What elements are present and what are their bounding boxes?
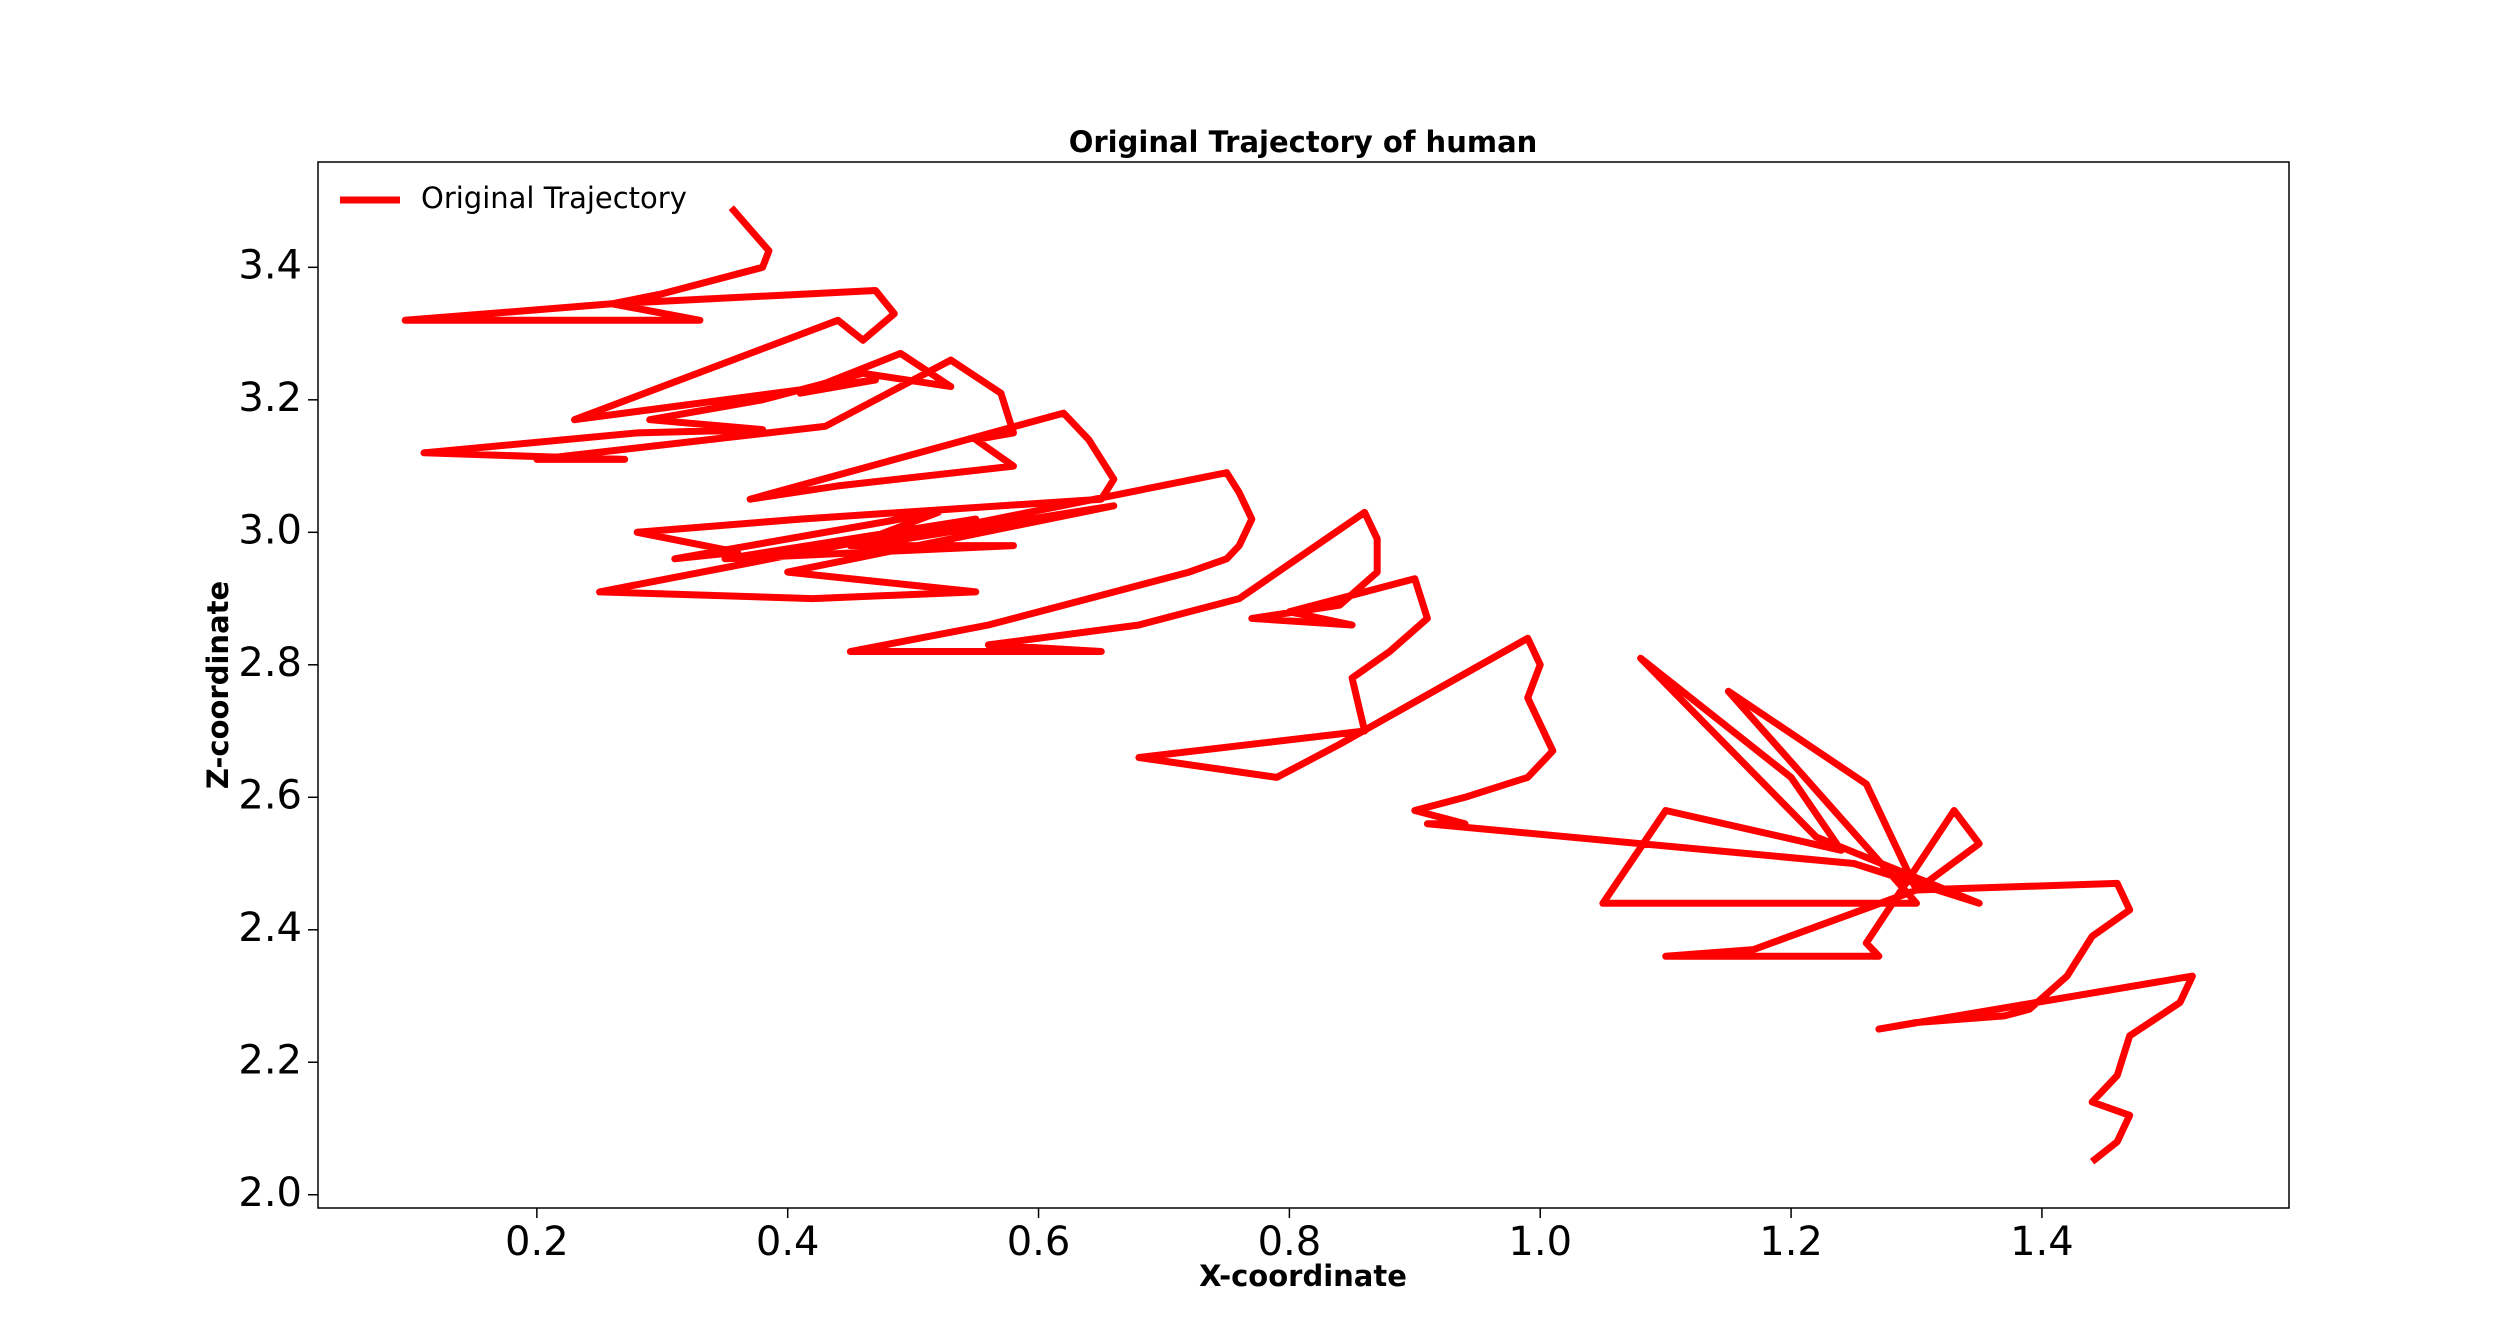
y-tick-label: 2.6 bbox=[238, 772, 302, 818]
y-tick-label: 3.2 bbox=[238, 375, 302, 421]
legend-label: Original Trajectory bbox=[421, 181, 687, 215]
chart-title: Original Trajectory of human bbox=[1069, 125, 1538, 159]
x-tick-label: 1.0 bbox=[1508, 1219, 1572, 1265]
y-tick-label: 2.0 bbox=[238, 1170, 302, 1216]
x-tick-label: 0.2 bbox=[505, 1219, 569, 1265]
x-tick-label: 0.8 bbox=[1258, 1219, 1322, 1265]
y-tick-label: 3.0 bbox=[238, 507, 302, 553]
x-tick-label: 0.6 bbox=[1007, 1219, 1071, 1265]
x-tick-label: 1.4 bbox=[2010, 1219, 2074, 1265]
trajectory-line bbox=[401, 205, 2196, 1165]
y-tick-label: 3.4 bbox=[238, 242, 302, 288]
plot-frame bbox=[317, 161, 2290, 1209]
x-axis-label: X-coordinate bbox=[1199, 1259, 1407, 1293]
y-tick-label: 2.4 bbox=[238, 905, 302, 951]
y-tick-label: 2.8 bbox=[238, 640, 302, 686]
y-tick-label: 2.2 bbox=[238, 1037, 302, 1083]
y-axis-label: Z-coordinate bbox=[201, 581, 235, 789]
x-tick-label: 0.4 bbox=[756, 1219, 820, 1265]
x-tick-label: 1.2 bbox=[1759, 1219, 1823, 1265]
